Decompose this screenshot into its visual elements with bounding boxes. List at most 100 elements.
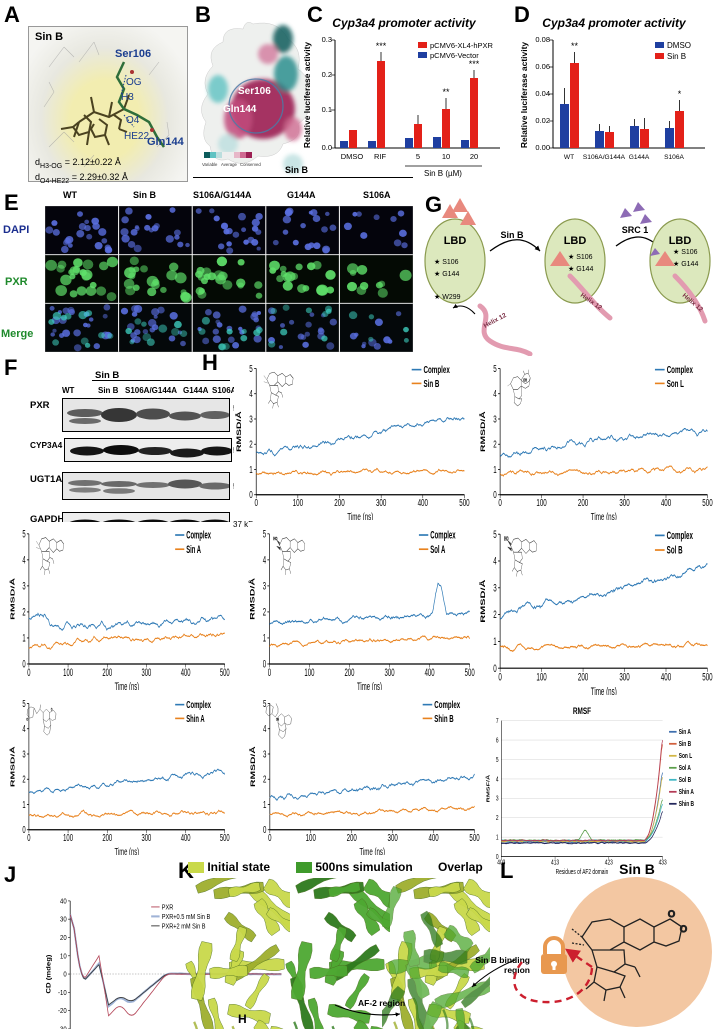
svg-text:1: 1 bbox=[263, 632, 266, 644]
svg-text:200: 200 bbox=[578, 671, 588, 683]
svg-text:200: 200 bbox=[334, 497, 345, 509]
svg-text:4: 4 bbox=[496, 775, 499, 783]
svg-text:Complex: Complex bbox=[667, 363, 693, 375]
svg-text:500: 500 bbox=[220, 831, 230, 843]
svg-text:2: 2 bbox=[263, 606, 266, 618]
svg-text:Shin A: Shin A bbox=[186, 712, 204, 724]
svg-text:Complex: Complex bbox=[434, 698, 460, 710]
svg-text:0: 0 bbox=[22, 658, 25, 670]
svg-text:**: ** bbox=[442, 87, 450, 97]
svg-text:200: 200 bbox=[102, 831, 112, 843]
svg-text:Relative luciferase activity: Relative luciferase activity bbox=[519, 42, 529, 149]
svg-text:★ W299: ★ W299 bbox=[434, 293, 461, 301]
svg-text:3: 3 bbox=[496, 795, 499, 803]
svg-text:-20: -20 bbox=[58, 1008, 67, 1016]
svg-text:100: 100 bbox=[536, 497, 547, 509]
svg-text:S106A/G144A: S106A/G144A bbox=[583, 154, 626, 161]
svg-text:HO: HO bbox=[504, 536, 509, 542]
svg-text:40: 40 bbox=[60, 898, 67, 906]
svg-text:Shin B: Shin B bbox=[679, 800, 695, 808]
svg-text:Sin A: Sin A bbox=[679, 728, 692, 736]
svg-text:3: 3 bbox=[22, 748, 25, 760]
svg-text:3: 3 bbox=[249, 413, 253, 425]
svg-text:2: 2 bbox=[22, 773, 25, 785]
svg-text:4: 4 bbox=[493, 555, 496, 567]
svg-text:RMSD/Å: RMSD/Å bbox=[249, 578, 256, 620]
svg-text:3: 3 bbox=[263, 748, 267, 760]
svg-text:10: 10 bbox=[60, 953, 67, 961]
svg-text:500: 500 bbox=[702, 497, 713, 509]
svg-text:300: 300 bbox=[142, 666, 152, 678]
svg-text:500: 500 bbox=[220, 666, 230, 678]
svg-text:0.08: 0.08 bbox=[535, 35, 550, 44]
svg-text:0: 0 bbox=[493, 662, 496, 674]
svg-text:CD (mdeg): CD (mdeg) bbox=[46, 955, 52, 994]
svg-text:H3: H3 bbox=[121, 92, 134, 103]
svg-text:300: 300 bbox=[619, 671, 629, 683]
svg-text:2: 2 bbox=[249, 438, 253, 450]
svg-text:2: 2 bbox=[22, 606, 25, 618]
svg-text:Complex: Complex bbox=[186, 529, 211, 541]
svg-text:G144A: G144A bbox=[629, 154, 650, 161]
svg-text:WT: WT bbox=[564, 154, 574, 161]
svg-text:5: 5 bbox=[416, 152, 420, 161]
svg-text:Time (ns): Time (ns) bbox=[115, 845, 140, 855]
svg-text:7: 7 bbox=[496, 717, 499, 725]
svg-text:0.04: 0.04 bbox=[535, 89, 550, 98]
svg-text:300: 300 bbox=[619, 497, 630, 509]
svg-text:200: 200 bbox=[347, 832, 357, 844]
svg-text:Sin B: Sin B bbox=[679, 740, 692, 748]
svg-text:400: 400 bbox=[428, 832, 438, 844]
svg-text:1: 1 bbox=[496, 834, 499, 842]
svg-text:OH: OH bbox=[523, 378, 527, 383]
svg-text:RMSD/Å: RMSD/Å bbox=[9, 578, 16, 620]
svg-text:0.00: 0.00 bbox=[535, 143, 550, 152]
svg-text:DMSO: DMSO bbox=[667, 41, 691, 50]
svg-text:SRC 1: SRC 1 bbox=[622, 225, 649, 235]
svg-text:2: 2 bbox=[493, 608, 496, 620]
svg-text:200: 200 bbox=[578, 497, 589, 509]
svg-text:0: 0 bbox=[498, 671, 501, 683]
svg-text:1: 1 bbox=[22, 798, 25, 810]
svg-text:3: 3 bbox=[263, 580, 266, 592]
svg-text:5: 5 bbox=[22, 527, 25, 539]
svg-text:Sin B: Sin B bbox=[423, 377, 439, 389]
svg-text:0: 0 bbox=[268, 832, 272, 844]
svg-text:5: 5 bbox=[263, 528, 266, 540]
svg-text:4: 4 bbox=[22, 722, 25, 734]
svg-text:5: 5 bbox=[493, 528, 496, 540]
svg-text:100: 100 bbox=[293, 497, 304, 509]
svg-text:5: 5 bbox=[263, 697, 267, 709]
svg-text:Ser106: Ser106 bbox=[238, 86, 271, 97]
svg-text:★ G144: ★ G144 bbox=[673, 260, 698, 268]
svg-text:PXR: PXR bbox=[162, 904, 174, 912]
svg-text:★ G144: ★ G144 bbox=[568, 265, 593, 273]
svg-text:5: 5 bbox=[493, 362, 497, 374]
svg-text:300: 300 bbox=[376, 497, 387, 509]
svg-text:O: O bbox=[51, 707, 52, 712]
svg-text:1: 1 bbox=[22, 632, 25, 644]
svg-text:400: 400 bbox=[181, 831, 191, 843]
svg-text:0: 0 bbox=[27, 666, 30, 678]
svg-text:Son L: Son L bbox=[667, 377, 684, 389]
svg-text:400: 400 bbox=[181, 666, 191, 678]
svg-text:DMSO: DMSO bbox=[341, 152, 364, 161]
svg-text:Gln144: Gln144 bbox=[223, 104, 257, 115]
svg-text:Time (ns): Time (ns) bbox=[357, 680, 382, 690]
svg-text:4: 4 bbox=[493, 387, 497, 399]
svg-text:30: 30 bbox=[60, 916, 67, 924]
svg-text:500: 500 bbox=[465, 666, 475, 678]
svg-text:5: 5 bbox=[22, 697, 25, 709]
svg-text:200: 200 bbox=[102, 666, 112, 678]
svg-text:4: 4 bbox=[22, 554, 25, 566]
svg-text:Average: Average bbox=[221, 162, 238, 167]
svg-text:300: 300 bbox=[142, 831, 152, 843]
svg-text:1: 1 bbox=[249, 463, 253, 475]
svg-text:0: 0 bbox=[263, 658, 266, 670]
svg-text:LBD: LBD bbox=[669, 235, 692, 247]
svg-text:400: 400 bbox=[661, 497, 672, 509]
svg-text:200: 200 bbox=[344, 666, 354, 678]
svg-text:Ser106: Ser106 bbox=[115, 48, 151, 60]
svg-text:Son L: Son L bbox=[679, 752, 693, 760]
svg-text:500: 500 bbox=[459, 497, 470, 509]
